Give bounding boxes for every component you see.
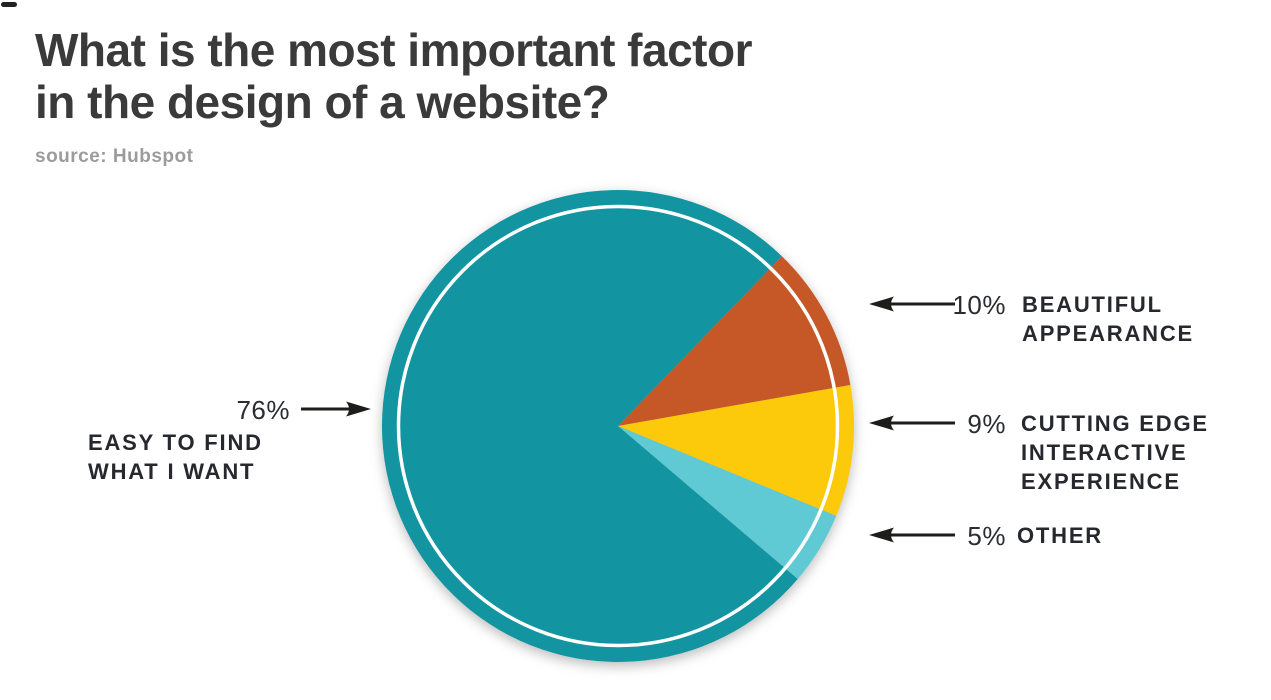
label-cutting-edge-line-2: INTERACTIVE: [1021, 440, 1188, 465]
label-easy-to-find: EASY TO FIND WHAT I WANT: [88, 428, 263, 486]
label-beautiful-appearance: BEAUTIFUL APPEARANCE: [1022, 290, 1194, 348]
pct-beautiful-appearance: 10%: [952, 290, 1006, 320]
corner-artifact: [1, 2, 17, 7]
label-cutting-edge-line-1: CUTTING EDGE: [1021, 411, 1209, 436]
title-line-1: What is the most important factor: [35, 24, 752, 76]
label-easy-to-find-line-2: WHAT I WANT: [88, 459, 256, 484]
pie-chart: [368, 176, 868, 676]
page-title: What is the most important factor in the…: [35, 24, 752, 128]
arrow-right-icon: [301, 400, 371, 418]
label-other: OTHER: [1017, 521, 1103, 550]
pie-slice-10pct: [618, 256, 851, 426]
pie-slice-5pct: [618, 426, 837, 579]
label-other-line-1: OTHER: [1017, 523, 1103, 548]
arrow-left-icon: [869, 295, 955, 313]
title-line-2: in the design of a website?: [35, 76, 610, 128]
pie-inner-ring: [396, 204, 840, 648]
pct-other: 5%: [967, 521, 1006, 551]
arrow-left-icon: [869, 414, 955, 432]
pct-easy-to-find: 76%: [236, 395, 290, 425]
pie-slice-9pct: [618, 385, 854, 516]
arrow-left-icon: [869, 526, 955, 544]
source-attribution: source: Hubspot: [35, 146, 194, 167]
pie-slice-76pct: [382, 190, 798, 663]
pct-cutting-edge: 9%: [967, 409, 1006, 439]
label-cutting-edge-line-3: EXPERIENCE: [1021, 469, 1181, 494]
label-beautiful-appearance-line-2: APPEARANCE: [1022, 321, 1195, 346]
label-cutting-edge: CUTTING EDGE INTERACTIVE EXPERIENCE: [1021, 409, 1209, 496]
pie-svg: [382, 190, 854, 663]
label-easy-to-find-line-1: EASY TO FIND: [88, 430, 263, 455]
label-beautiful-appearance-line-1: BEAUTIFUL: [1022, 292, 1163, 317]
